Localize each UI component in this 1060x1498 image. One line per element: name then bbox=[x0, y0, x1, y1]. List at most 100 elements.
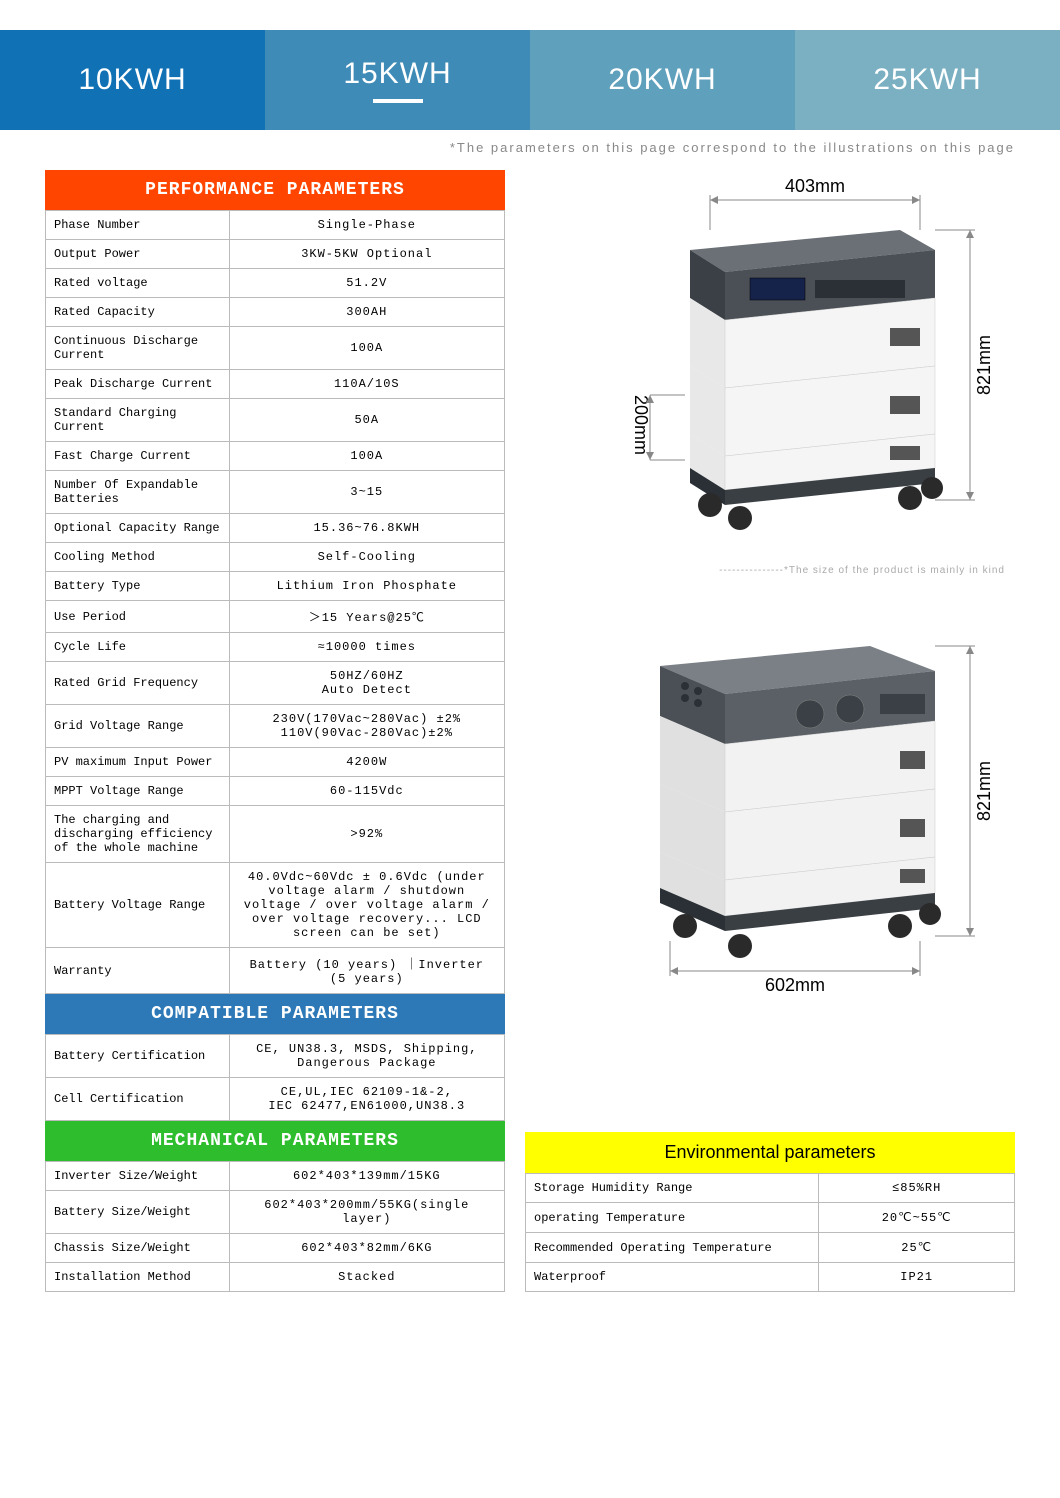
param-name: Battery Size/Weight bbox=[46, 1191, 230, 1234]
param-name: Number Of Expandable Batteries bbox=[46, 471, 230, 514]
param-value: IP21 bbox=[819, 1263, 1015, 1292]
table-row: Standard Charging Current50A bbox=[46, 399, 505, 442]
mechanical-header: MECHANICAL PARAMETERS bbox=[45, 1121, 505, 1161]
table-row: operating Temperature20℃~55℃ bbox=[526, 1203, 1015, 1233]
table-row: Chassis Size/Weight602*403*82mm/6KG bbox=[46, 1234, 505, 1263]
table-row: Cell CertificationCE,UL,IEC 62109-1&-2,I… bbox=[46, 1078, 505, 1121]
param-value: 60-115Vdc bbox=[229, 777, 504, 806]
table-row: Battery TypeLithium Iron Phosphate bbox=[46, 572, 505, 601]
tab-10kwh[interactable]: 10KWH bbox=[0, 30, 265, 130]
table-row: PV maximum Input Power4200W bbox=[46, 748, 505, 777]
param-value: 3KW-5KW Optional bbox=[229, 240, 504, 269]
param-name: Installation Method bbox=[46, 1263, 230, 1292]
param-name: Cell Certification bbox=[46, 1078, 230, 1121]
param-value: CE, UN38.3, MSDS, Shipping,Dangerous Pac… bbox=[229, 1035, 504, 1078]
table-row: Battery CertificationCE, UN38.3, MSDS, S… bbox=[46, 1035, 505, 1078]
mechanical-table: Inverter Size/Weight602*403*139mm/15KGBa… bbox=[45, 1161, 505, 1292]
param-value: 25℃ bbox=[819, 1233, 1015, 1263]
table-row: Use Period＞15 Years@25℃ bbox=[46, 601, 505, 633]
param-name: Rated Grid Frequency bbox=[46, 662, 230, 705]
param-value: 230V(170Vac~280Vac) ±2%110V(90Vac-280Vac… bbox=[229, 705, 504, 748]
param-value: 602*403*139mm/15KG bbox=[229, 1162, 504, 1191]
param-name: Fast Charge Current bbox=[46, 442, 230, 471]
environmental-header: Environmental parameters bbox=[525, 1132, 1015, 1173]
param-name: Optional Capacity Range bbox=[46, 514, 230, 543]
param-value: 51.2V bbox=[229, 269, 504, 298]
compatible-header: COMPATIBLE PARAMETERS bbox=[45, 994, 505, 1034]
performance-header: PERFORMANCE PARAMETERS bbox=[45, 170, 505, 210]
param-value: 100A bbox=[229, 327, 504, 370]
table-row: MPPT Voltage Range60-115Vdc bbox=[46, 777, 505, 806]
dim-right2: 821mm bbox=[974, 761, 994, 821]
table-row: Storage Humidity Range≤85%RH bbox=[526, 1174, 1015, 1203]
dim-bottom: 602mm bbox=[765, 975, 825, 995]
tab-25kwh[interactable]: 25KWH bbox=[795, 30, 1060, 130]
table-row: Output Power3KW-5KW Optional bbox=[46, 240, 505, 269]
table-row: WaterproofIP21 bbox=[526, 1263, 1015, 1292]
product-diagram-bottom: 821mm 602mm bbox=[525, 606, 1015, 996]
param-name: Use Period bbox=[46, 601, 230, 633]
param-name: Rated voltage bbox=[46, 269, 230, 298]
param-name: The charging and discharging efficiency … bbox=[46, 806, 230, 863]
diagram-caption: ---------------*The size of the product … bbox=[525, 565, 1015, 576]
table-row: Cycle Life≈10000 times bbox=[46, 633, 505, 662]
param-value: 100A bbox=[229, 442, 504, 471]
dim-right: 821mm bbox=[974, 335, 994, 395]
table-row: Recommended Operating Temperature25℃ bbox=[526, 1233, 1015, 1263]
param-name: Peak Discharge Current bbox=[46, 370, 230, 399]
param-value: CE,UL,IEC 62109-1&-2,IEC 62477,EN61000,U… bbox=[229, 1078, 504, 1121]
table-row: Peak Discharge Current110A/10S bbox=[46, 370, 505, 399]
param-name: Cycle Life bbox=[46, 633, 230, 662]
tab-label: 15KWH bbox=[343, 57, 451, 91]
param-value: 3~15 bbox=[229, 471, 504, 514]
param-name: Warranty bbox=[46, 948, 230, 994]
product-diagram-top: 403mm 821mm 200m bbox=[525, 170, 1015, 550]
tab-15kwh[interactable]: 15KWH bbox=[265, 30, 530, 130]
param-name: Cooling Method bbox=[46, 543, 230, 572]
param-value: Self-Cooling bbox=[229, 543, 504, 572]
param-name: MPPT Voltage Range bbox=[46, 777, 230, 806]
table-row: Battery Voltage Range40.0Vdc~60Vdc ± 0.6… bbox=[46, 863, 505, 948]
param-value: 50A bbox=[229, 399, 504, 442]
table-row: Rated Grid Frequency50HZ/60HZAuto Detect bbox=[46, 662, 505, 705]
param-value: Stacked bbox=[229, 1263, 504, 1292]
param-name: Phase Number bbox=[46, 211, 230, 240]
param-name: Chassis Size/Weight bbox=[46, 1234, 230, 1263]
tab-label: 10KWH bbox=[78, 63, 186, 97]
param-value: ≈10000 times bbox=[229, 633, 504, 662]
table-row: Cooling MethodSelf-Cooling bbox=[46, 543, 505, 572]
table-row: Rated Capacity300AH bbox=[46, 298, 505, 327]
tab-20kwh[interactable]: 20KWH bbox=[530, 30, 795, 130]
environmental-table: Storage Humidity Range≤85%RHoperating Te… bbox=[525, 1173, 1015, 1292]
diagram-back-svg: 821mm 602mm bbox=[540, 606, 1000, 996]
param-name: Battery Certification bbox=[46, 1035, 230, 1078]
param-value: 20℃~55℃ bbox=[819, 1203, 1015, 1233]
top-note: *The parameters on this page correspond … bbox=[0, 130, 1060, 170]
param-name: Battery Type bbox=[46, 572, 230, 601]
param-name: Output Power bbox=[46, 240, 230, 269]
table-row: Optional Capacity Range15.36~76.8KWH bbox=[46, 514, 505, 543]
param-name: Battery Voltage Range bbox=[46, 863, 230, 948]
table-row: Number Of Expandable Batteries3~15 bbox=[46, 471, 505, 514]
param-name: Grid Voltage Range bbox=[46, 705, 230, 748]
param-name: Storage Humidity Range bbox=[526, 1174, 819, 1203]
tab-active-underline bbox=[373, 99, 423, 103]
param-value: 110A/10S bbox=[229, 370, 504, 399]
tab-label: 25KWH bbox=[873, 63, 981, 97]
param-name: PV maximum Input Power bbox=[46, 748, 230, 777]
param-name: Rated Capacity bbox=[46, 298, 230, 327]
param-value: 4200W bbox=[229, 748, 504, 777]
param-value: 50HZ/60HZAuto Detect bbox=[229, 662, 504, 705]
dim-top: 403mm bbox=[785, 176, 845, 196]
param-value: 602*403*82mm/6KG bbox=[229, 1234, 504, 1263]
param-value: 40.0Vdc~60Vdc ± 0.6Vdc (under voltage al… bbox=[229, 863, 504, 948]
table-row: Continuous Discharge Current100A bbox=[46, 327, 505, 370]
performance-table: Phase NumberSingle-PhaseOutput Power3KW-… bbox=[45, 210, 505, 994]
table-row: Battery Size/Weight602*403*200mm/55KG(si… bbox=[46, 1191, 505, 1234]
compatible-table: Battery CertificationCE, UN38.3, MSDS, S… bbox=[45, 1034, 505, 1121]
tab-label: 20KWH bbox=[608, 63, 716, 97]
param-value: >92% bbox=[229, 806, 504, 863]
param-value: 15.36~76.8KWH bbox=[229, 514, 504, 543]
table-row: Installation MethodStacked bbox=[46, 1263, 505, 1292]
param-value: 300AH bbox=[229, 298, 504, 327]
